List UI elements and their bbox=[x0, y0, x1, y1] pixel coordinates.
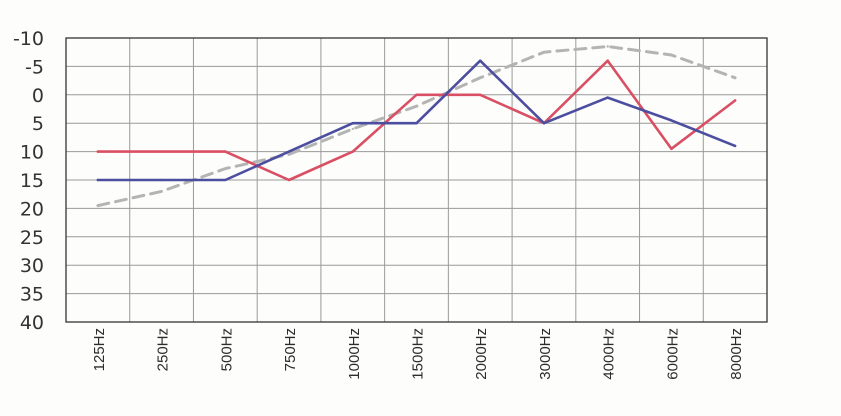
series-3-point bbox=[542, 51, 546, 54]
y-tick-label: 0 bbox=[32, 85, 44, 107]
series-1-point bbox=[224, 150, 227, 153]
series-3-point bbox=[606, 45, 609, 48]
series-3-point bbox=[287, 153, 291, 156]
series-2-point bbox=[542, 122, 546, 125]
series-1-point bbox=[733, 99, 737, 102]
series-2-point bbox=[96, 178, 100, 182]
series-2-point bbox=[479, 59, 482, 62]
x-tick-label: 250Hz bbox=[155, 328, 172, 371]
series-2-point bbox=[224, 178, 227, 182]
grid-layer bbox=[65, 37, 768, 323]
x-tick-label: 500Hz bbox=[218, 328, 235, 371]
y-tick-label: 35 bbox=[20, 284, 44, 306]
y-tick-label: 30 bbox=[20, 255, 44, 277]
y-tick-label: 15 bbox=[20, 170, 44, 192]
x-tick-label: 1000Hz bbox=[346, 328, 363, 380]
x-tick-label: 4000Hz bbox=[601, 328, 618, 380]
y-tick-label: -5 bbox=[25, 56, 44, 78]
series-2-point bbox=[160, 178, 163, 182]
series-3-point bbox=[224, 167, 227, 170]
series-1-point bbox=[96, 150, 100, 153]
series-3-point bbox=[96, 204, 100, 207]
y-tick-label: 5 bbox=[32, 113, 44, 135]
series-1-point bbox=[160, 150, 163, 153]
series-1-point bbox=[351, 150, 354, 153]
y-tick-label: 25 bbox=[20, 227, 44, 249]
series-3-point bbox=[351, 127, 354, 131]
x-axis-tick-labels: 125Hz 250Hz 500Hz 750Hz 1000Hz 1500Hz 2000Hz 30… bbox=[91, 328, 745, 380]
x-tick-label: 125Hz bbox=[91, 328, 108, 371]
series-1-point bbox=[287, 178, 291, 182]
series-2-point bbox=[606, 96, 609, 99]
series-1-point bbox=[415, 93, 418, 97]
x-tick-label: 6000Hz bbox=[664, 328, 681, 380]
series-2-point bbox=[415, 122, 418, 125]
series-1-point bbox=[670, 147, 673, 150]
x-tick-label: 3000Hz bbox=[537, 328, 554, 380]
x-tick-label: 2000Hz bbox=[473, 328, 490, 380]
x-tick-label: 1500Hz bbox=[410, 328, 427, 380]
series-2-point bbox=[287, 150, 291, 153]
series-3-point bbox=[479, 76, 482, 80]
series-layer bbox=[96, 45, 737, 208]
series-3-point bbox=[160, 190, 163, 193]
series-2-point bbox=[670, 119, 673, 122]
series-3-point bbox=[733, 76, 737, 80]
y-axis-tick-labels: -10 -5 0 5 10 15 20 25 30 35 40 bbox=[13, 28, 44, 334]
series-1-point bbox=[479, 93, 482, 97]
y-tick-label: 20 bbox=[20, 198, 44, 220]
y-tick-label: 10 bbox=[20, 142, 44, 164]
series-2-point bbox=[351, 122, 354, 125]
series-2-point bbox=[733, 144, 737, 148]
series-3-point bbox=[415, 105, 418, 108]
x-tick-label: 8000Hz bbox=[728, 328, 745, 380]
plot-frame bbox=[65, 37, 768, 323]
y-tick-label: -10 bbox=[13, 28, 44, 50]
y-tick-label: 40 bbox=[20, 312, 44, 334]
x-tick-label: 750Hz bbox=[282, 328, 299, 371]
series-3-point bbox=[670, 53, 673, 57]
series-1-point bbox=[606, 59, 609, 62]
